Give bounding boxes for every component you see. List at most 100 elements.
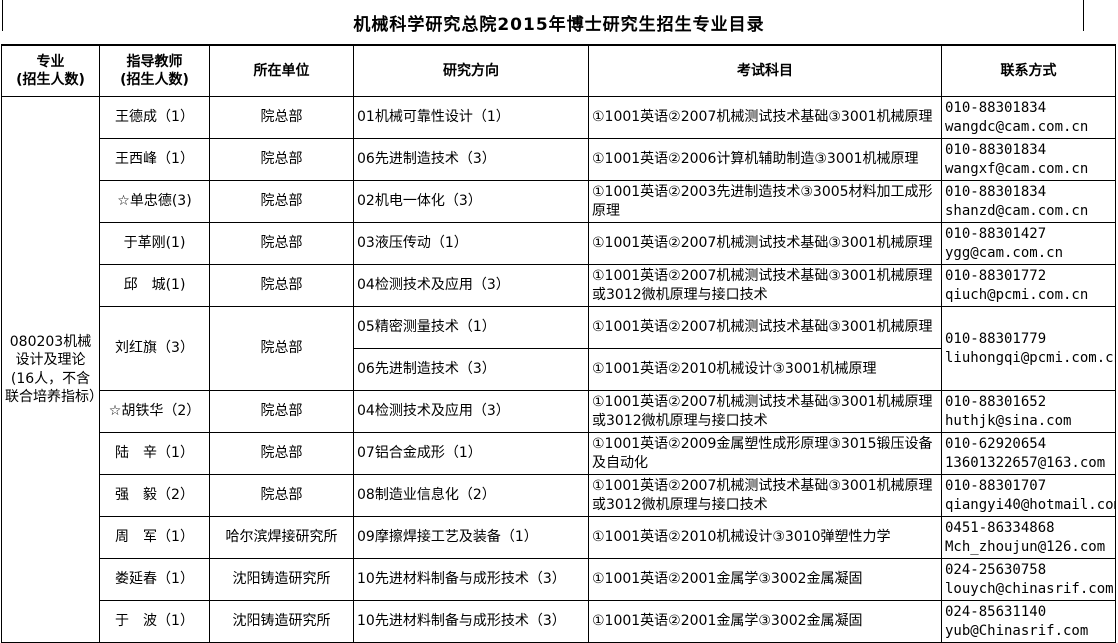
col-header-advisor-line1: 指导教师	[126, 53, 183, 70]
direction-cell: 06先进制造技术（3）	[353, 348, 589, 391]
contact-cell: 0451-86334868 Mch_zhoujun@126.com	[941, 516, 1116, 559]
title-left-border	[2, 0, 3, 31]
col-header-unit: 所在单位	[209, 44, 354, 97]
direction-cell: 02机电一体化（3）	[353, 180, 589, 223]
col-header-advisor: 指导教师 (招生人数)	[99, 44, 210, 97]
unit-cell: 院总部	[209, 474, 354, 517]
table-row: 刘红旗（3） 院总部 05精密测量技术（1） ①1001英语②2007机械测试技…	[2, 306, 1116, 391]
table-row: 于革刚(1) 院总部 03液压传动（1） ①1001英语②2007机械测试技术基…	[2, 222, 1116, 265]
title-bar: 机械科学研究总院2015年博士研究生招生专业目录	[0, 0, 1118, 44]
admissions-table: 专业 (招生人数) 指导教师 (招生人数) 所在单位 研究方向 考试科目 联系方…	[1, 44, 1116, 643]
contact-cell: 010-88301834 wangdc@cam.com.cn	[941, 96, 1116, 139]
table-row: 080203机械设计及理论(16人，不含联合培养指标） 王德成（1） 院总部 0…	[1, 96, 1116, 643]
table-row: ☆胡铁华（2） 院总部 04检测技术及应用（3） ①1001英语②2007机械测…	[2, 390, 1116, 433]
advisor-cell: 邱 城(1)	[99, 264, 210, 307]
exam-cell: ①1001英语②2006计算机辅助制造③3001机械原理	[588, 138, 942, 181]
exam-cell: ①1001英语②2001金属学③3002金属凝固	[588, 600, 942, 643]
exam-cell: ①1001英语②2009金属塑性成形原理③3015锻压设备及自动化	[588, 432, 942, 475]
table-row: 周 军（1） 哈尔滨焊接研究所 09摩擦焊接工艺及装备（1） ①1001英语②2…	[2, 516, 1116, 559]
exam-cell: ①1001英语②2007机械测试技术基础③3001机械原理	[588, 96, 942, 139]
contact-cell: 024-85631140 yub@Chinasrif.com	[941, 600, 1116, 643]
email: yub@Chinasrif.com	[945, 622, 1089, 639]
email: shanzd@cam.com.cn	[945, 202, 1089, 219]
direction-cell: 04检测技术及应用（3）	[353, 264, 589, 307]
unit-cell: 院总部	[209, 96, 354, 139]
exam-cell: ①1001英语②2001金属学③3002金属凝固	[588, 558, 942, 601]
email: wangxf@cam.com.cn	[945, 160, 1089, 177]
unit-cell: 院总部	[209, 180, 354, 223]
direction-cell: 01机械可靠性设计（1）	[353, 96, 589, 139]
email: wangdc@cam.com.cn	[945, 118, 1089, 135]
col-header-exam-subjects: 考试科目	[588, 44, 942, 97]
unit-cell: 院总部	[209, 138, 354, 181]
direction-cell: 07铝合金成形（1）	[353, 432, 589, 475]
email: qiangyi40@hotmail.com	[945, 496, 1116, 513]
exam-cell: ①1001英语②2003先进制造技术③3005材料加工成形原理	[588, 180, 942, 223]
unit-cell: 院总部	[209, 264, 354, 307]
col-header-advisor-line2: (招生人数)	[120, 72, 189, 88]
direction-cell: 03液压传动（1）	[353, 222, 589, 265]
phone: 010-88301707	[945, 478, 1047, 495]
phone: 010-88301834	[945, 184, 1047, 201]
contact-cell: 010-88301834 shanzd@cam.com.cn	[941, 180, 1116, 223]
email: ygg@cam.com.cn	[945, 244, 1064, 261]
table-row: ☆单忠德(3) 院总部 02机电一体化（3） ①1001英语②2003先进制造技…	[2, 180, 1116, 223]
phone: 010-88301834	[945, 142, 1047, 159]
table-row: 陆 辛（1） 院总部 07铝合金成形（1） ①1001英语②2009金属塑性成形…	[2, 432, 1116, 475]
email: qiuch@pcmi.com.cn	[945, 286, 1089, 303]
advisor-cell: 娄延春（1）	[99, 558, 210, 601]
advisor-cell: 陆 辛（1）	[99, 432, 210, 475]
col-header-contact: 联系方式	[941, 44, 1116, 97]
unit-cell: 院总部	[209, 306, 354, 391]
major-cell: 080203机械设计及理论(16人，不含联合培养指标）	[1, 96, 100, 643]
email: 13601322657@163.com	[945, 454, 1106, 471]
unit-cell: 沈阳铸造研究所	[209, 600, 354, 643]
phone: 024-25630758	[945, 562, 1047, 579]
contact-cell: 010-88301707 qiangyi40@hotmail.com	[941, 474, 1116, 517]
advisor-cell: 王德成（1）	[99, 96, 210, 139]
email: huthjk@sina.com	[945, 412, 1072, 429]
unit-cell: 院总部	[209, 390, 354, 433]
exam-cell: ①1001英语②2010机械设计③3001机械原理	[588, 348, 942, 391]
table-row: 于 波（1） 沈阳铸造研究所 10先进材料制备与成形技术（3） ①1001英语②…	[2, 600, 1116, 643]
table-row: 邱 城(1) 院总部 04检测技术及应用（3） ①1001英语②2007机械测试…	[2, 264, 1116, 307]
exam-cell: ①1001英语②2007机械测试技术基础③3001机械原理或3012微机原理与接…	[588, 390, 942, 433]
direction-cell: 10先进材料制备与成形技术（3）	[353, 600, 589, 643]
phone: 024-85631140	[945, 604, 1047, 621]
table-row: 王西峰（1） 院总部 06先进制造技术（3） ①1001英语②2006计算机辅助…	[2, 138, 1116, 181]
contact-cell: 010-88301834 wangxf@cam.com.cn	[941, 138, 1116, 181]
table-row: 强 毅（2） 院总部 08制造业信息化（2） ①1001英语②2007机械测试技…	[2, 474, 1116, 517]
exam-cell: ①1001英语②2010机械设计③3010弹塑性力学	[588, 516, 942, 559]
email: Mch_zhoujun@126.com	[945, 538, 1106, 555]
contact-cell: 010-88301772 qiuch@pcmi.com.cn	[941, 264, 1116, 307]
header-row: 专业 (招生人数) 指导教师 (招生人数) 所在单位 研究方向 考试科目 联系方…	[1, 44, 1116, 97]
phone: 010-88301772	[945, 268, 1047, 285]
advisor-cell: ☆单忠德(3)	[99, 180, 210, 223]
contact-cell: 010-88301779 liuhongqi@pcmi.com.cn	[941, 306, 1116, 391]
direction-cell: 10先进材料制备与成形技术（3）	[353, 558, 589, 601]
contact-cell: 010-88301652 huthjk@sina.com	[941, 390, 1116, 433]
email: louych@chinasrif.com	[945, 580, 1114, 597]
col-header-major-line2: (招生人数)	[16, 72, 85, 88]
email: liuhongqi@pcmi.com.cn	[945, 349, 1116, 366]
advisor-cell: 于 波（1）	[99, 600, 210, 643]
phone: 010-88301652	[945, 394, 1047, 411]
advisor-cell: 于革刚(1)	[99, 222, 210, 265]
advisor-cell: 周 军（1）	[99, 516, 210, 559]
unit-cell: 沈阳铸造研究所	[209, 558, 354, 601]
phone: 010-88301834	[945, 100, 1047, 117]
exam-cell: ①1001英语②2007机械测试技术基础③3001机械原理	[588, 306, 942, 349]
phone: 0451-86334868	[945, 520, 1055, 537]
phone: 010-62920654	[945, 436, 1047, 453]
exam-cell: ①1001英语②2007机械测试技术基础③3001机械原理	[588, 222, 942, 265]
unit-cell: 院总部	[209, 222, 354, 265]
phone: 010-88301427	[945, 226, 1047, 243]
direction-cell: 06先进制造技术（3）	[353, 138, 589, 181]
col-header-major: 专业 (招生人数)	[1, 44, 100, 97]
table-row: 娄延春（1） 沈阳铸造研究所 10先进材料制备与成形技术（3） ①1001英语②…	[2, 558, 1116, 601]
advisor-cell: 王西峰（1）	[99, 138, 210, 181]
table-row: 06先进制造技术（3） ①1001英语②2010机械设计③3001机械原理	[2, 348, 1116, 391]
unit-cell: 院总部	[209, 432, 354, 475]
direction-cell: 09摩擦焊接工艺及装备（1）	[353, 516, 589, 559]
advisor-cell: ☆胡铁华（2）	[99, 390, 210, 433]
